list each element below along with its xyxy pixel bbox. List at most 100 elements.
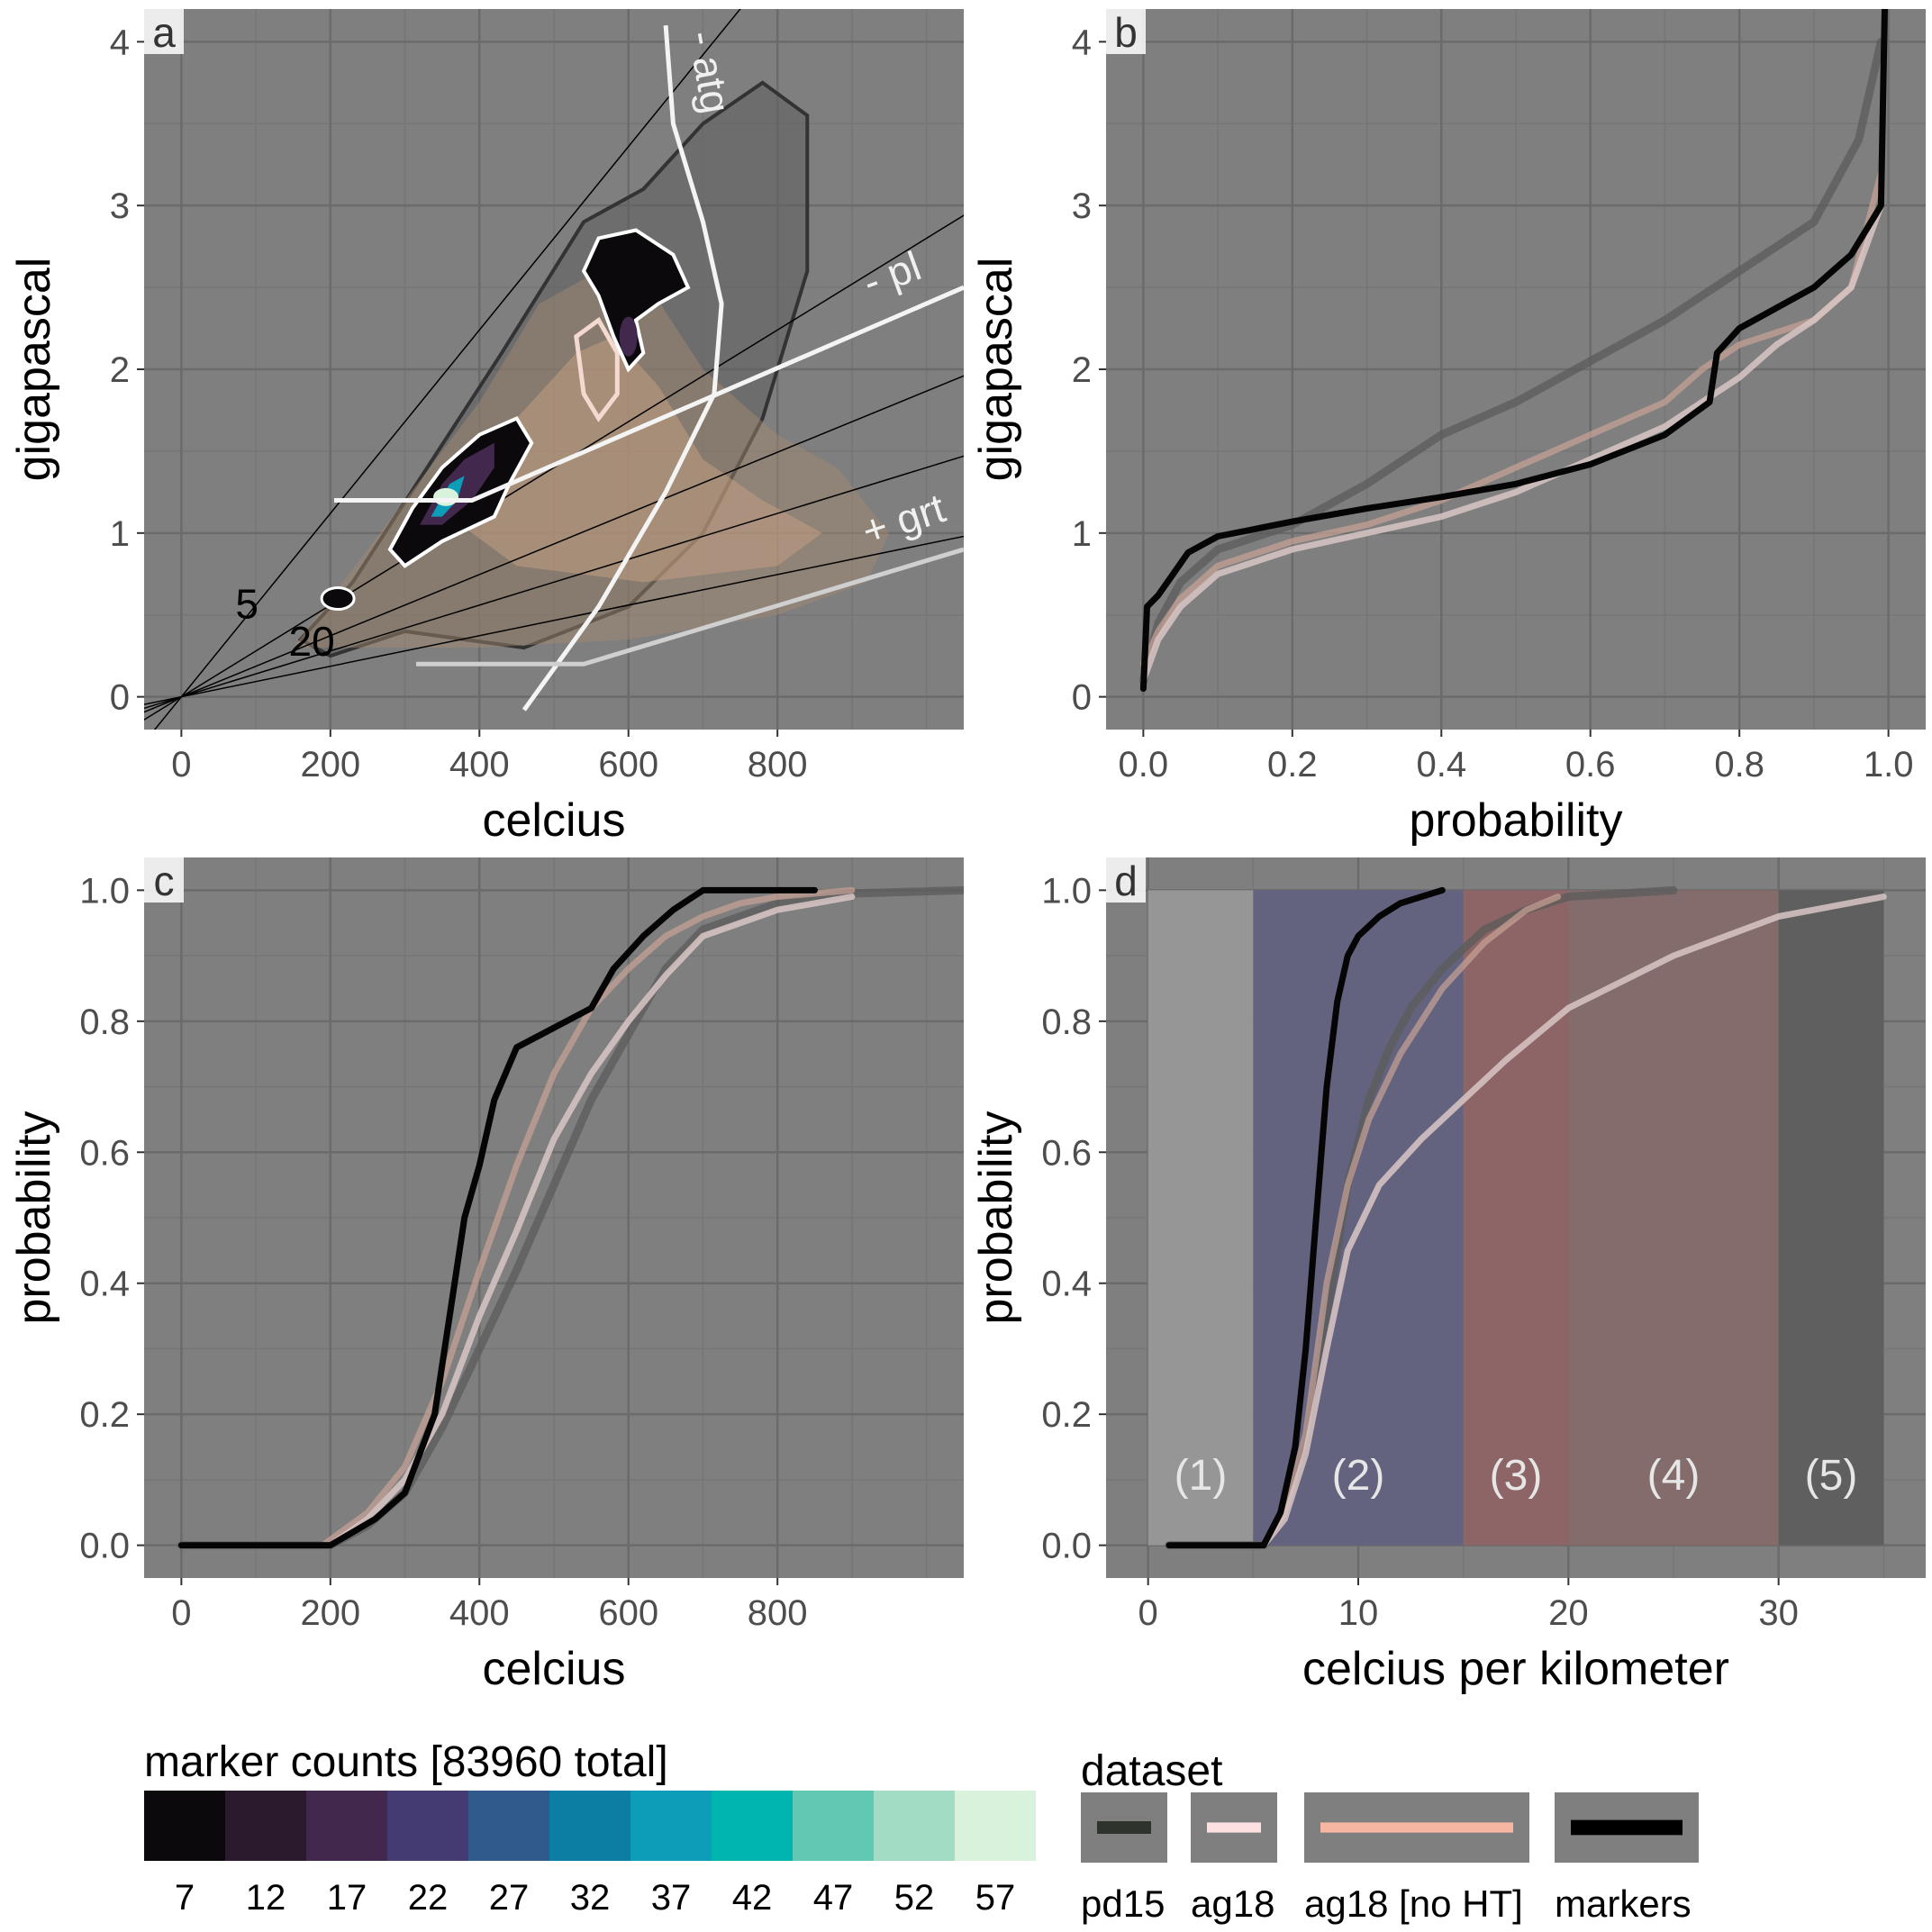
series-line-ag18nht (1139, 169, 1884, 667)
x-tick-label: 30 (1758, 1593, 1799, 1633)
colorbar-tick-label: 17 (327, 1878, 367, 1918)
series-line-markers (177, 886, 818, 1549)
y-tick-label: 0 (110, 678, 130, 718)
x-tick-label: 800 (748, 1593, 808, 1633)
marker-density-low (320, 586, 356, 612)
panel-label: d (1114, 857, 1138, 904)
series-line-pd15 (1138, 37, 1885, 685)
x-axis-title: celcius per kilometer (1302, 1643, 1729, 1695)
colorbar-tick-label: 27 (489, 1878, 530, 1918)
y-tick-label: 1.0 (1041, 871, 1092, 911)
legend-item-pd15: pd15 (1081, 1792, 1167, 1925)
plot-area (1138, 9, 1888, 692)
colorbar-swatch (793, 1791, 874, 1861)
panel-c: 0 200 400 600 800 0.0 0.2 0.4 0.6 0.8 1.0 c celcius p… (8, 857, 964, 1695)
band-1 (1147, 890, 1254, 1546)
x-tick-label: 600 (598, 745, 658, 785)
y-tick-label: 2 (1072, 350, 1092, 390)
dataset-legend-title: dataset (1081, 1747, 1222, 1795)
ag18-density-peak (574, 316, 620, 422)
panel-label-box (144, 9, 184, 54)
colorbar-tick-label: 7 (175, 1878, 195, 1918)
band-label: (1) (1175, 1452, 1228, 1500)
dataset-items: pd15 ag18 ag18 [no HT] markers (1081, 1792, 1699, 1925)
series-line-ag18 (177, 893, 856, 1549)
reaction-curve (416, 547, 964, 667)
band-3 (1463, 890, 1569, 1546)
reaction-curve (334, 285, 964, 503)
band-4 (1568, 890, 1779, 1546)
band-5 (1778, 890, 1884, 1546)
y-tick-label: 4 (110, 23, 130, 62)
plot-area (177, 885, 964, 1550)
reaction-curve (522, 25, 724, 712)
geotherm-5 (153, 9, 741, 730)
series-line-markers (1166, 886, 1446, 1549)
colorbar-swatch (874, 1791, 955, 1861)
ag18-density-core (427, 336, 822, 583)
x-tick-label: 0.8 (1714, 745, 1764, 785)
y-tick-label: 0.2 (1041, 1395, 1092, 1435)
legend-item-label: ag18 (1191, 1882, 1274, 1925)
y-tick-label: 0.4 (1041, 1265, 1092, 1304)
panel-label: b (1114, 9, 1138, 56)
panel-label: a (152, 9, 176, 56)
y-tick-label: 0.6 (1041, 1133, 1092, 1173)
y-tick-label: 2 (110, 350, 130, 390)
colorbar-tick-label: 12 (246, 1878, 286, 1918)
colorbar-swatch (630, 1791, 712, 1861)
panel-d: 0 10 20 30 0.0 0.2 0.4 0.6 0.8 1.0 (1) (2) (3) (4) (5)… (970, 857, 1926, 1695)
colorbar-title: marker counts [83960 total] (144, 1738, 668, 1786)
colorbar-swatch (468, 1791, 549, 1861)
x-tick-label: 0.6 (1565, 745, 1616, 785)
series-line-ag18 (1139, 202, 1884, 684)
y-tick-label: 0 (1072, 678, 1092, 718)
band-label: (3) (1490, 1452, 1543, 1500)
colorbar-tick-label: 57 (975, 1878, 1016, 1918)
panel-label: c (154, 857, 175, 904)
geotherm-15 (144, 375, 964, 713)
band-2 (1253, 890, 1464, 1546)
y-tick-label: 1 (110, 514, 130, 554)
marker-density-upper (581, 228, 691, 373)
x-tick-label: 200 (300, 745, 360, 785)
colorbar-tick-label: 42 (732, 1878, 773, 1918)
x-tick-label: 400 (449, 1593, 510, 1633)
colorbar-swatch (306, 1791, 387, 1861)
y-tick-label: 0.6 (79, 1133, 130, 1173)
colorbar-swatches (144, 1791, 1036, 1861)
y-tick-label: 0.0 (1041, 1527, 1092, 1566)
legend-item-label: ag18 [no HT] (1304, 1882, 1523, 1925)
y-tick-label: 0.8 (1041, 1002, 1092, 1042)
colorbar-tick-label: 47 (813, 1878, 854, 1918)
y-tick-label: 1 (1072, 514, 1092, 554)
x-tick-label: 400 (449, 745, 510, 785)
x-tick-label: 0.4 (1416, 745, 1466, 785)
dataset-legend: dataset pd15 ag18 ag18 [no HT] markers (1081, 1747, 1699, 1925)
y-axis-title: gigapascal (8, 258, 60, 482)
x-tick-label: 0 (1138, 1593, 1158, 1633)
legend-item-label: markers (1555, 1882, 1692, 1925)
legend-item-label: pd15 (1081, 1882, 1165, 1925)
panel-b: 0.0 0.2 0.4 0.6 0.8 1.0 0 1 2 3 4 b probability gigap… (970, 9, 1926, 847)
series-line-ag18nht (177, 886, 856, 1549)
colorbar-tick-label: 22 (408, 1878, 449, 1918)
colorbar-swatch (549, 1791, 630, 1861)
x-axis-title: celcius (483, 1643, 626, 1695)
x-tick-label: 1.0 (1864, 745, 1914, 785)
y-axis-title: probability (970, 1111, 1022, 1324)
panel-label-box (144, 857, 184, 903)
colorbar-swatch (144, 1791, 225, 1861)
annotation: 5 (235, 580, 259, 627)
y-tick-label: 3 (1072, 186, 1092, 226)
band-label: (5) (1805, 1452, 1858, 1500)
y-tick-label: 0.4 (79, 1265, 130, 1304)
y-axis-title: probability (8, 1111, 60, 1324)
series-line-markers (1139, 9, 1888, 692)
x-axis-title: probability (1409, 794, 1622, 847)
marker-density-upper-core (619, 316, 638, 357)
x-tick-label: 10 (1338, 1593, 1379, 1633)
x-tick-label: 600 (598, 1593, 658, 1633)
